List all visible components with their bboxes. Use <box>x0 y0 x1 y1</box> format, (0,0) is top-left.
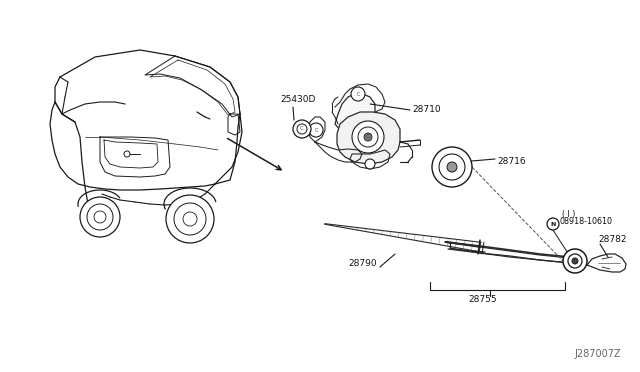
Text: 08918-10610: 08918-10610 <box>560 218 613 227</box>
Circle shape <box>352 121 384 153</box>
Circle shape <box>365 159 375 169</box>
Circle shape <box>87 204 113 230</box>
Circle shape <box>568 254 582 268</box>
Circle shape <box>297 124 307 134</box>
Text: C: C <box>300 126 304 131</box>
Circle shape <box>447 162 457 172</box>
Polygon shape <box>337 112 400 164</box>
Polygon shape <box>335 94 375 132</box>
Circle shape <box>572 258 578 264</box>
Circle shape <box>124 151 130 157</box>
Text: ( I ): ( I ) <box>562 209 575 218</box>
Text: 25430D: 25430D <box>280 96 316 105</box>
Text: 28716: 28716 <box>497 157 525 167</box>
Circle shape <box>439 154 465 180</box>
Text: C: C <box>366 135 370 140</box>
Circle shape <box>80 197 120 237</box>
Text: 28710: 28710 <box>412 105 440 113</box>
Circle shape <box>358 127 378 147</box>
Circle shape <box>351 87 365 101</box>
Circle shape <box>432 147 472 187</box>
Text: N: N <box>550 221 556 227</box>
Circle shape <box>563 249 587 273</box>
Text: 28755: 28755 <box>468 295 497 305</box>
Text: C: C <box>314 128 317 132</box>
Text: C: C <box>356 92 360 96</box>
Circle shape <box>293 120 311 138</box>
Text: 28782: 28782 <box>598 234 627 244</box>
Circle shape <box>547 218 559 230</box>
Circle shape <box>166 195 214 243</box>
Circle shape <box>183 212 197 226</box>
Text: J287007Z: J287007Z <box>575 349 621 359</box>
Circle shape <box>309 123 323 137</box>
Circle shape <box>364 133 372 141</box>
Circle shape <box>174 203 206 235</box>
Text: 28790: 28790 <box>348 260 376 269</box>
Circle shape <box>94 211 106 223</box>
